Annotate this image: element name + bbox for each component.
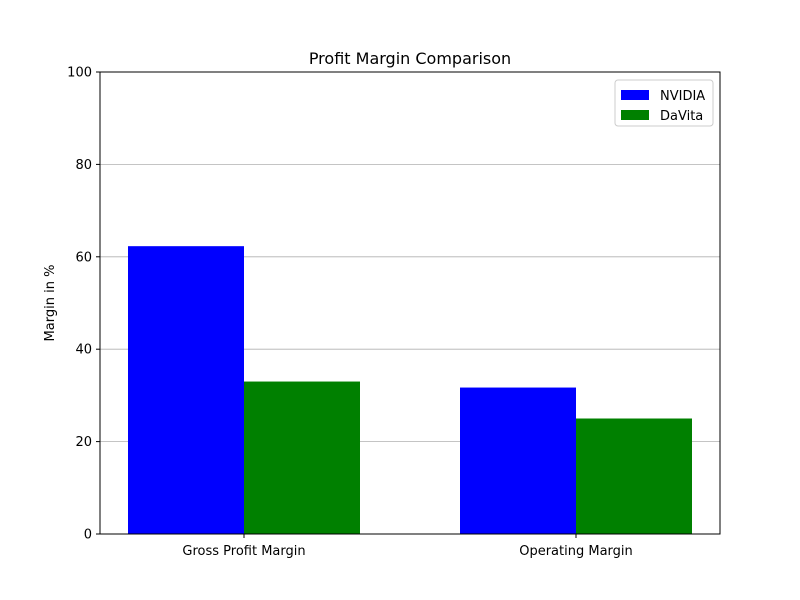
- bars: [128, 246, 692, 534]
- y-tick-label: 40: [75, 343, 92, 358]
- y-tick-label: 80: [75, 158, 92, 173]
- legend-label-davita: DaVita: [660, 109, 703, 124]
- legend-swatch-nvidia: [621, 90, 649, 100]
- bar-davita-operating-margin: [576, 418, 692, 534]
- plot-frame: [99, 71, 721, 535]
- y-tick-label: 60: [75, 250, 92, 265]
- bar-nvidia-operating-margin: [460, 387, 576, 534]
- chart-title: Profit Margin Comparison: [309, 49, 511, 68]
- legend: NVIDIA DaVita: [614, 79, 714, 127]
- y-tick-label: 20: [75, 435, 92, 450]
- legend-label-nvidia: NVIDIA: [660, 89, 705, 104]
- bar-nvidia-gross-profit-margin: [128, 246, 244, 534]
- y-tick-label: 0: [84, 528, 92, 543]
- bar-davita-gross-profit-margin: [244, 381, 360, 534]
- legend-swatch-davita: [621, 110, 649, 120]
- y-tick-label: 100: [67, 66, 92, 81]
- y-axis-ticks: 0 20 40 60 80 100: [67, 66, 100, 543]
- x-tick-label: Operating Margin: [519, 544, 633, 559]
- x-tick-label: Gross Profit Margin: [182, 544, 305, 559]
- y-axis-label: Margin in %: [43, 265, 58, 342]
- x-axis-ticks: Gross Profit Margin Operating Margin: [182, 534, 633, 559]
